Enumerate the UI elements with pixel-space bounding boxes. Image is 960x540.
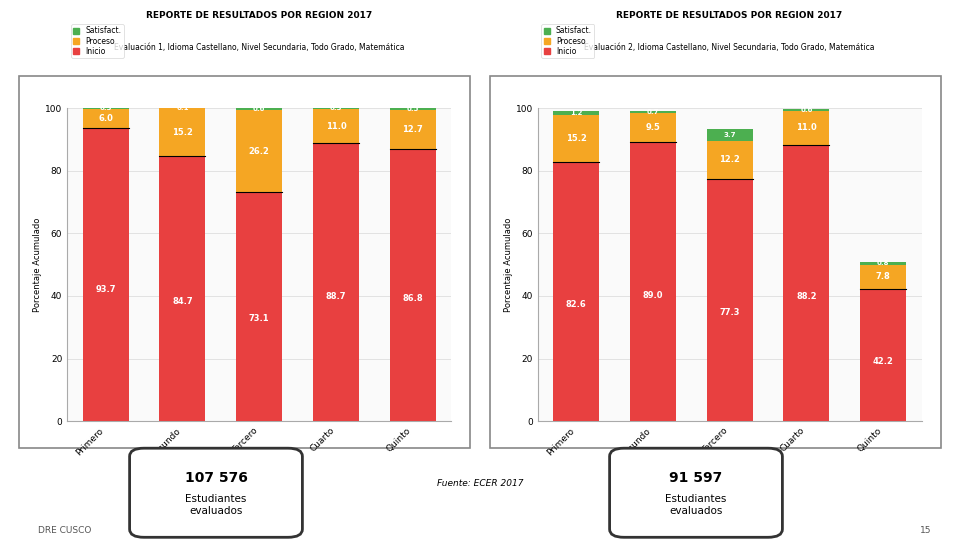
Bar [707,129,753,141]
Bar [313,144,359,421]
Bar [783,111,829,145]
Text: 88.7: 88.7 [325,292,347,301]
Text: 15: 15 [920,525,931,535]
Legend: Satisfact., Proceso, Inicio: Satisfact., Proceso, Inicio [71,24,124,58]
Text: 7.8: 7.8 [876,272,891,281]
Text: 86.8: 86.8 [402,294,423,303]
Bar [390,108,436,110]
Text: 1.2: 1.2 [570,110,582,116]
Text: 42.2: 42.2 [873,357,894,366]
Bar [707,179,753,421]
Text: 9.5: 9.5 [645,123,660,132]
Bar [783,145,829,421]
Text: Evaluación 2, Idioma Castellano, Nivel Secundaria, Todo Grado, Matemática: Evaluación 2, Idioma Castellano, Nivel S… [585,43,875,52]
Text: 0.5: 0.5 [407,106,419,112]
Bar [630,113,676,143]
Text: 11.0: 11.0 [796,123,817,132]
Y-axis label: Porcentaje Acumulado: Porcentaje Acumulado [504,218,513,312]
Text: 93.7: 93.7 [95,285,116,294]
Legend: Satisfact., Proceso, Inicio: Satisfact., Proceso, Inicio [541,24,594,58]
Bar [630,111,676,113]
Text: 15.2: 15.2 [172,127,193,137]
Text: 0.3: 0.3 [99,105,112,111]
Text: 88.2: 88.2 [796,292,817,301]
Bar [159,156,205,421]
Bar [83,108,129,109]
Text: 6.0: 6.0 [98,114,113,123]
Text: 0.7: 0.7 [646,109,660,114]
Text: 73.1: 73.1 [249,314,270,323]
Bar [553,115,599,163]
Text: REPORTE DE RESULTADOS POR REGION 2017: REPORTE DE RESULTADOS POR REGION 2017 [616,11,843,21]
Bar [236,192,282,421]
Bar [159,109,205,156]
Text: 0.6: 0.6 [801,106,812,112]
Text: 12.7: 12.7 [402,125,423,134]
Text: 12.2: 12.2 [719,156,740,165]
Text: 91 597: 91 597 [669,471,723,485]
Text: 3.7: 3.7 [723,132,736,138]
Text: 0.3: 0.3 [329,105,343,111]
Bar [83,109,129,128]
Text: 0.6: 0.6 [253,106,265,112]
Text: Evaluación 1, Idioma Castellano, Nivel Secundaria, Todo Grado, Matemática: Evaluación 1, Idioma Castellano, Nivel S… [114,43,404,52]
Bar [860,265,906,289]
Bar [860,262,906,265]
Bar [390,150,436,421]
Text: Estudiantes
evaluados: Estudiantes evaluados [185,494,247,516]
Text: 0.8: 0.8 [876,260,890,266]
Text: 77.3: 77.3 [719,308,740,317]
Text: Estudiantes
evaluados: Estudiantes evaluados [665,494,727,516]
Text: 11.0: 11.0 [325,122,347,131]
Bar [553,163,599,421]
Bar [313,108,359,109]
Bar [313,109,359,144]
Bar [390,110,436,150]
Text: RESULTADOS REGIONALES ECER 2017 - NIVEL SECUNDARIA AREA MATEMÁTICA: RESULTADOS REGIONALES ECER 2017 - NIVEL … [156,31,804,46]
Bar [860,289,906,421]
Text: Fuente: ECER 2017: Fuente: ECER 2017 [437,479,523,488]
Y-axis label: Porcentaje Acumulado: Porcentaje Acumulado [34,218,42,312]
Text: 84.7: 84.7 [172,298,193,306]
Bar [707,141,753,179]
Bar [236,109,282,110]
Text: REPORTE DE RESULTADOS POR REGION 2017: REPORTE DE RESULTADOS POR REGION 2017 [146,11,372,21]
Bar [83,128,129,421]
Text: 0.1: 0.1 [176,105,189,111]
Bar [630,143,676,421]
Text: 89.0: 89.0 [642,291,663,300]
Text: 15.2: 15.2 [565,134,587,143]
Bar [783,109,829,111]
Bar [553,111,599,115]
Text: 82.6: 82.6 [565,300,587,309]
Text: 26.2: 26.2 [249,147,270,156]
Bar [236,110,282,192]
Text: DRE CUSCO: DRE CUSCO [38,525,92,535]
Text: 107 576: 107 576 [184,471,248,485]
